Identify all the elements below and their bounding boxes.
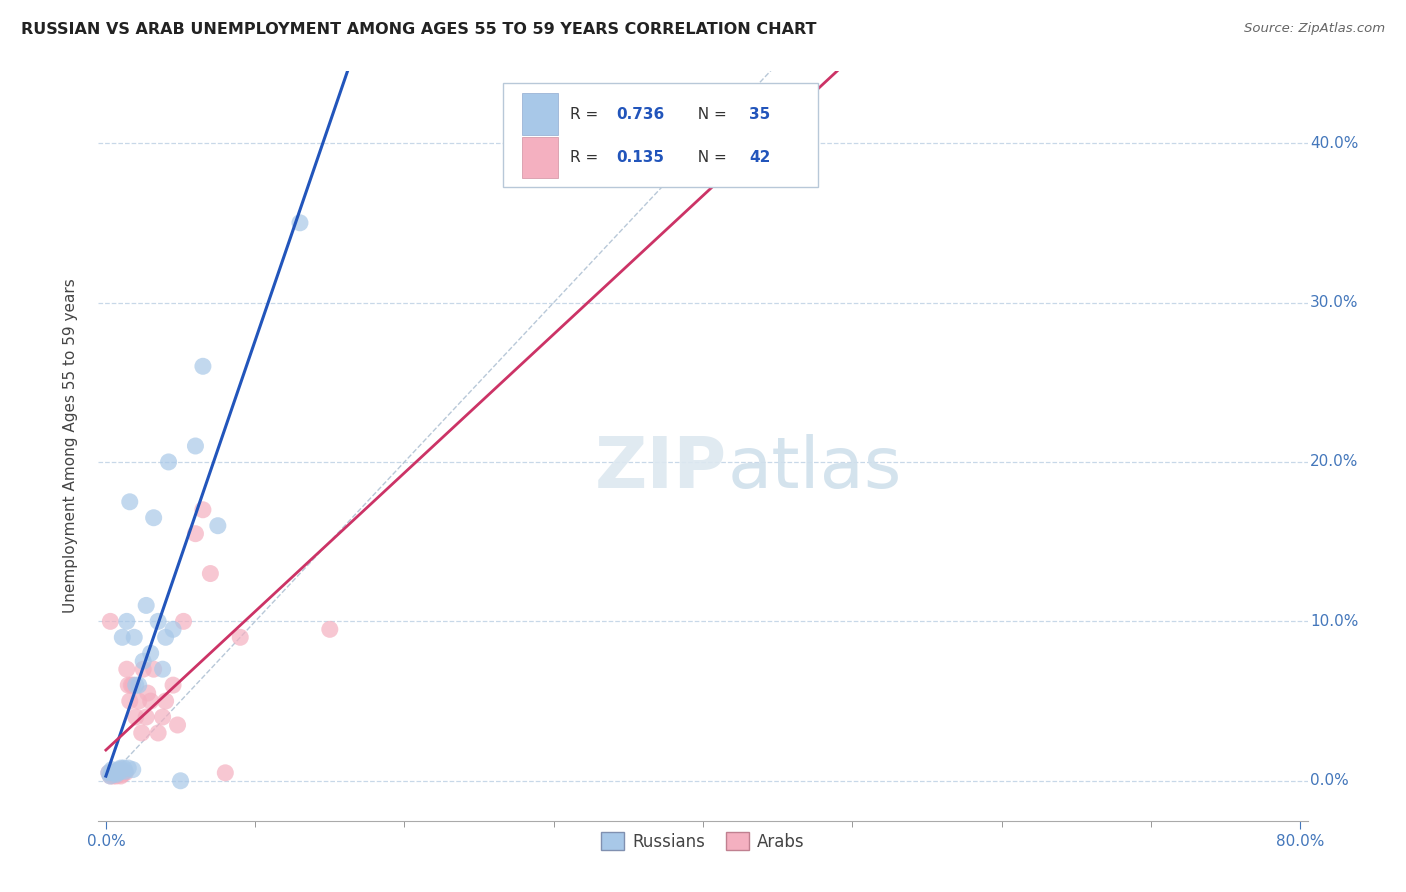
Text: R =: R = — [569, 106, 603, 121]
Point — [162, 678, 184, 692]
Point — [136, 686, 159, 700]
Point — [114, 764, 136, 779]
Point — [111, 630, 134, 644]
Point — [142, 510, 165, 524]
Point — [108, 765, 131, 780]
Point — [191, 359, 214, 374]
Point — [132, 654, 155, 668]
Point — [229, 630, 252, 644]
Point — [121, 678, 143, 692]
Text: RUSSIAN VS ARAB UNEMPLOYMENT AMONG AGES 55 TO 59 YEARS CORRELATION CHART: RUSSIAN VS ARAB UNEMPLOYMENT AMONG AGES … — [21, 22, 817, 37]
Point — [118, 694, 141, 708]
Point — [103, 765, 125, 780]
Point — [157, 455, 180, 469]
Point — [103, 769, 125, 783]
Point — [169, 773, 191, 788]
Text: 0.0%: 0.0% — [1310, 773, 1348, 789]
Point — [139, 694, 162, 708]
Point — [107, 764, 129, 779]
Text: 42: 42 — [749, 150, 770, 165]
Point — [107, 765, 129, 780]
Point — [117, 678, 139, 692]
Text: N =: N = — [689, 106, 733, 121]
Point — [184, 439, 207, 453]
Text: N =: N = — [689, 150, 733, 165]
Point — [104, 765, 127, 780]
Point — [155, 694, 177, 708]
Point — [319, 623, 342, 637]
Point — [121, 763, 143, 777]
Point — [98, 769, 121, 783]
Point — [135, 599, 157, 613]
Text: 10.0%: 10.0% — [1310, 614, 1358, 629]
Point — [117, 761, 139, 775]
Point — [120, 678, 142, 692]
Text: Source: ZipAtlas.com: Source: ZipAtlas.com — [1244, 22, 1385, 36]
Point — [103, 767, 125, 781]
Point — [128, 678, 150, 692]
Point — [98, 615, 121, 629]
Point — [97, 765, 120, 780]
Point — [122, 630, 145, 644]
Point — [128, 694, 150, 708]
Point — [98, 769, 121, 783]
FancyBboxPatch shape — [522, 136, 558, 178]
Point — [110, 764, 132, 779]
Point — [131, 726, 153, 740]
Point — [104, 765, 127, 780]
Point — [184, 526, 207, 541]
Point — [112, 764, 135, 779]
Text: R =: R = — [569, 150, 603, 165]
Y-axis label: Unemployment Among Ages 55 to 59 years: Unemployment Among Ages 55 to 59 years — [63, 278, 77, 614]
Point — [152, 662, 174, 676]
Text: 30.0%: 30.0% — [1310, 295, 1358, 310]
Point — [146, 615, 169, 629]
Point — [132, 662, 155, 676]
Point — [214, 765, 236, 780]
Point — [105, 764, 128, 779]
Point — [115, 615, 138, 629]
Text: ZIP: ZIP — [595, 434, 727, 503]
Point — [107, 767, 129, 781]
Point — [166, 718, 188, 732]
Point — [288, 216, 311, 230]
Point — [135, 710, 157, 724]
Text: 35: 35 — [749, 106, 770, 121]
Point — [142, 662, 165, 676]
Point — [101, 763, 124, 777]
Text: 20.0%: 20.0% — [1310, 454, 1358, 469]
Point — [125, 710, 148, 724]
Point — [191, 502, 214, 516]
Legend: Russians, Arabs: Russians, Arabs — [595, 826, 811, 857]
FancyBboxPatch shape — [522, 94, 558, 135]
Point — [110, 763, 132, 777]
Point — [162, 623, 184, 637]
Point — [125, 678, 148, 692]
Point — [152, 710, 174, 724]
Point — [118, 495, 141, 509]
Point — [105, 767, 128, 781]
Point — [110, 769, 132, 783]
Point — [110, 761, 132, 775]
Point — [146, 726, 169, 740]
Point — [112, 761, 135, 775]
Text: atlas: atlas — [727, 434, 901, 503]
Point — [173, 615, 195, 629]
Point — [114, 765, 136, 780]
Text: 40.0%: 40.0% — [1310, 136, 1358, 151]
Point — [101, 765, 124, 780]
Point — [97, 765, 120, 780]
Text: 0.736: 0.736 — [616, 106, 664, 121]
Point — [105, 764, 128, 779]
Point — [108, 763, 131, 777]
Point — [111, 767, 134, 781]
Point — [139, 646, 162, 660]
Point — [155, 630, 177, 644]
Point — [115, 662, 138, 676]
FancyBboxPatch shape — [503, 83, 818, 187]
Point — [200, 566, 222, 581]
Text: 0.135: 0.135 — [616, 150, 664, 165]
Point — [105, 769, 128, 783]
Point — [207, 518, 229, 533]
